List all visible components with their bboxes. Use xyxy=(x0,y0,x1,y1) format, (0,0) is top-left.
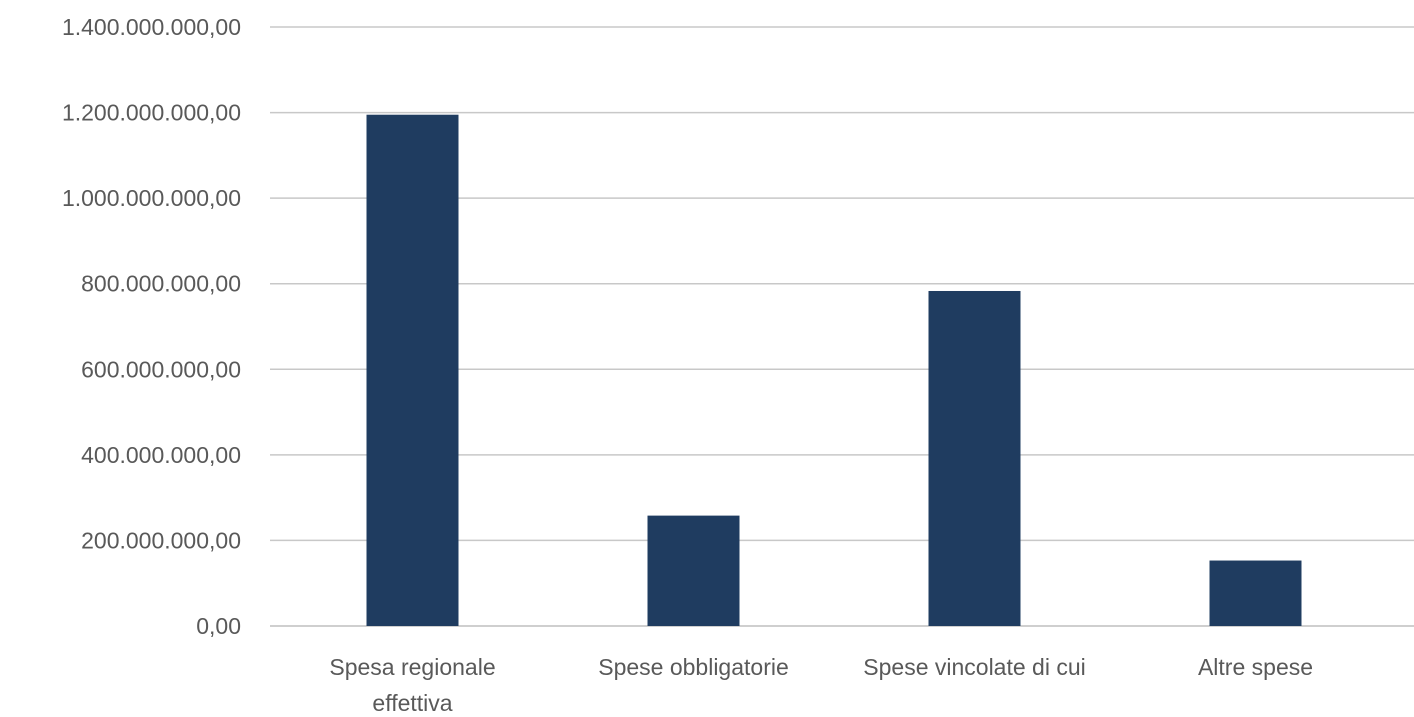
bar xyxy=(928,290,1021,626)
x-category-label: Spesa regionale effettiva xyxy=(329,654,495,716)
bar xyxy=(1209,560,1302,626)
bars xyxy=(366,114,1302,626)
gridlines xyxy=(270,26,1414,627)
x-axis-category-labels: Spesa regionale effettiva Spese obbligator… xyxy=(329,654,1313,716)
x-category-label: Altre spese xyxy=(1198,654,1313,680)
y-tick-label: 200.000.000,00 xyxy=(81,527,241,553)
y-tick-label: 1.000.000.000,00 xyxy=(62,185,241,211)
y-tick-label: 400.000.000,00 xyxy=(81,442,241,468)
y-tick-label: 600.000.000,00 xyxy=(81,356,241,382)
bar xyxy=(366,114,459,626)
y-tick-label: 1.200.000.000,00 xyxy=(62,100,241,126)
y-axis-tick-labels: 0,00 200.000.000,00 400.000.000,00 600.000.… xyxy=(62,14,241,639)
x-category-label: Spese obbligatorie xyxy=(598,654,789,680)
y-tick-label: 800.000.000,00 xyxy=(81,271,241,297)
y-tick-label: 1.400.000.000,00 xyxy=(62,14,241,40)
y-tick-label: 0,00 xyxy=(196,613,241,639)
x-category-label: Spese vincolate di cui xyxy=(863,654,1085,680)
bar xyxy=(647,515,740,626)
